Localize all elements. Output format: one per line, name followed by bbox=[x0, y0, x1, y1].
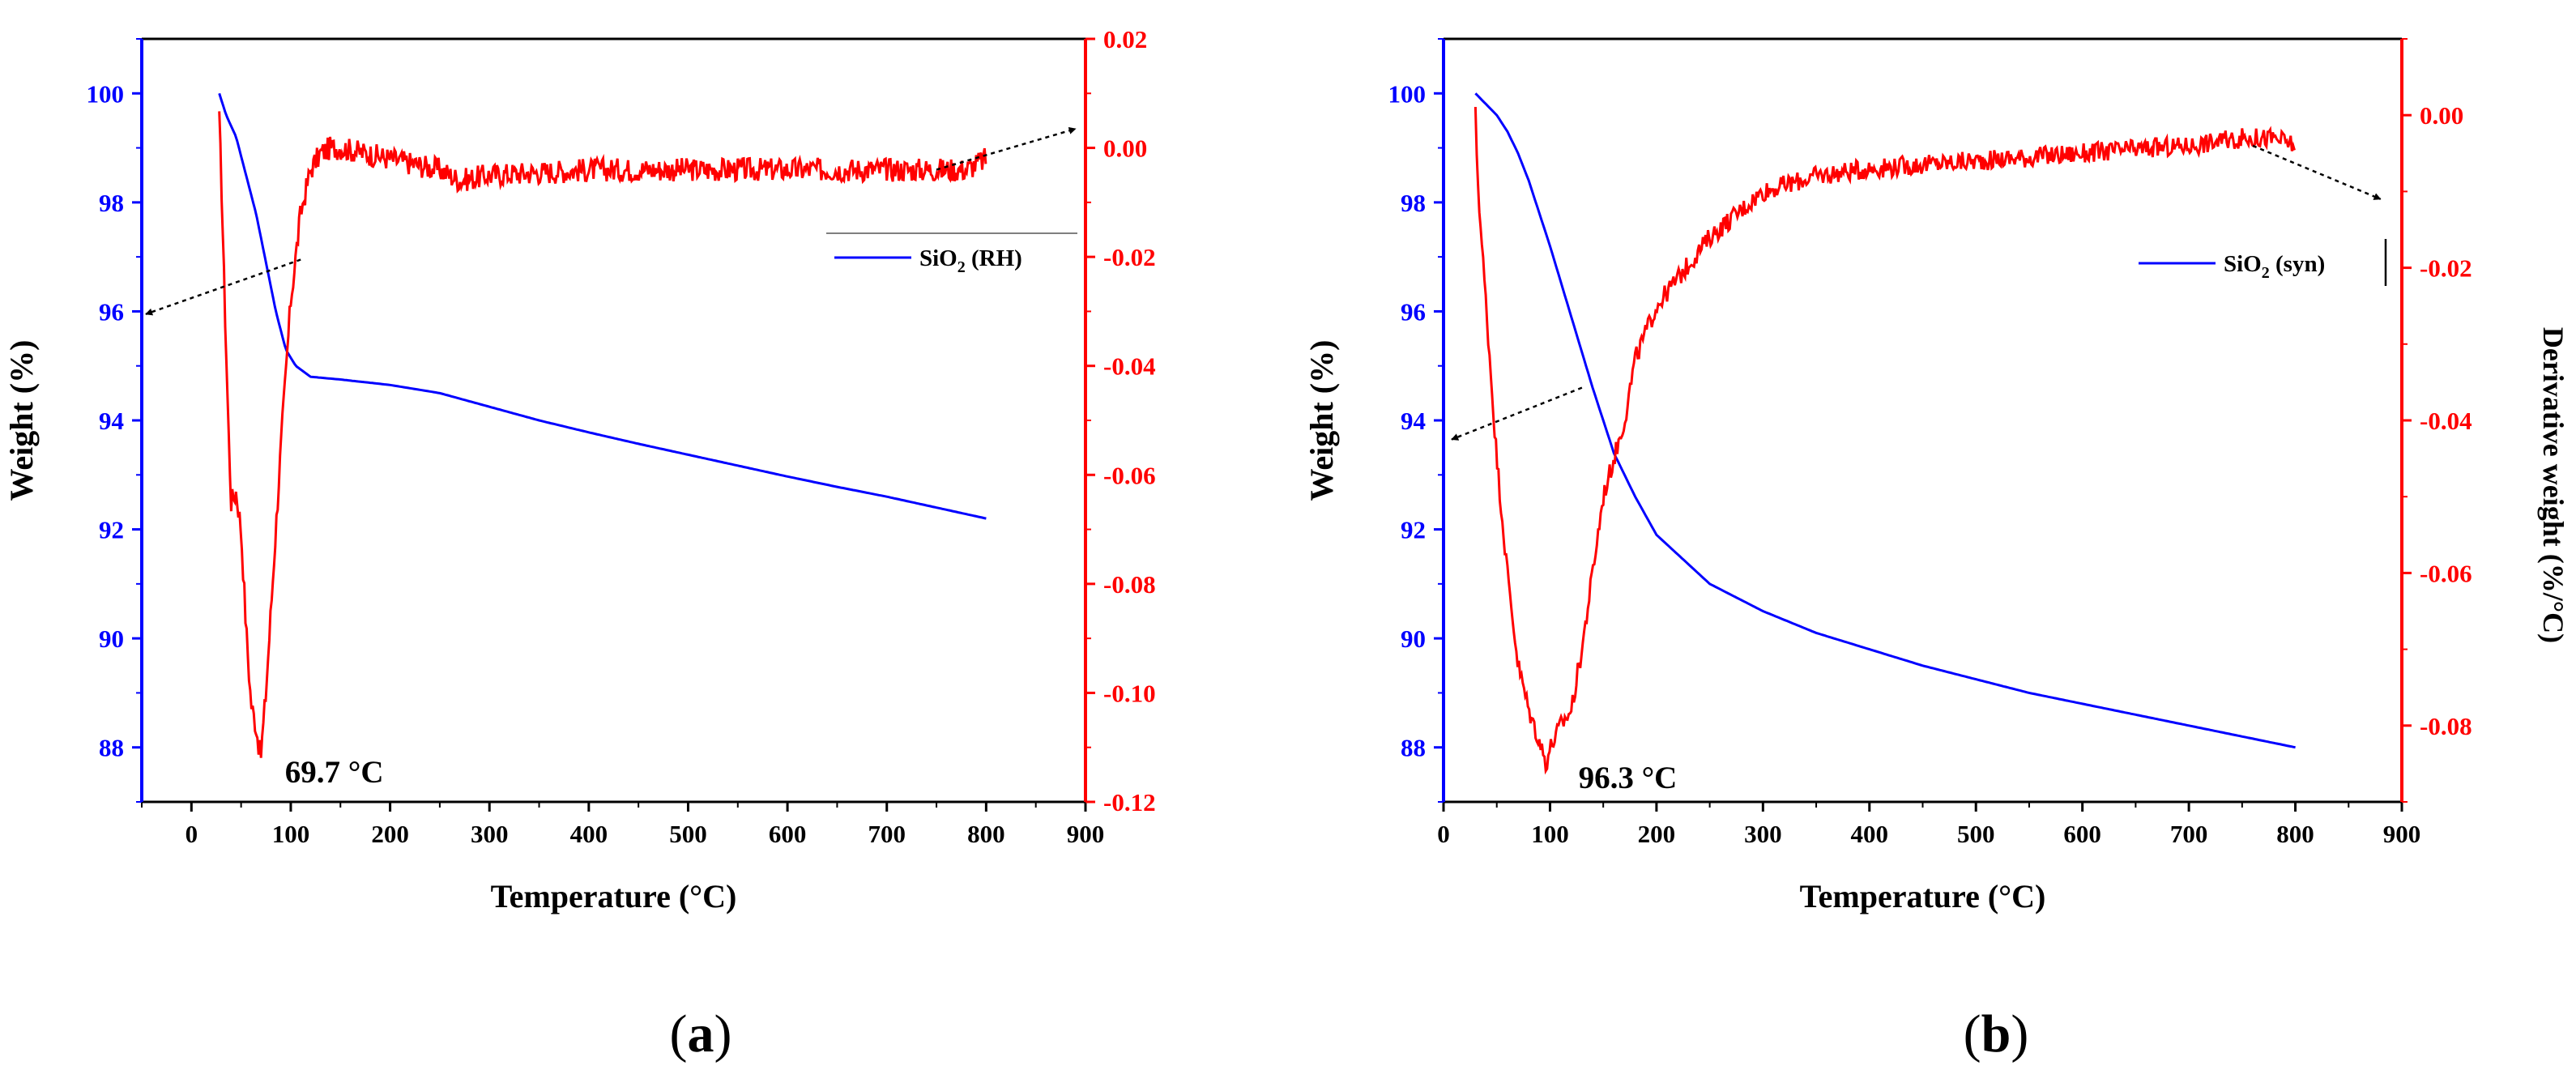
y-tick-label: 90 bbox=[1401, 624, 1426, 653]
x-axis-title: Temperature (°C) bbox=[491, 878, 737, 914]
x-tick-label: 900 bbox=[1067, 820, 1105, 848]
x-tick-label: 400 bbox=[570, 820, 608, 848]
y2-tick-label: -0.06 bbox=[1103, 461, 1156, 489]
x-tick-label: 900 bbox=[2383, 820, 2421, 848]
y-tick-label: 92 bbox=[99, 516, 124, 544]
panel-a: 0 100 200 300 400 500 600 700 800 900 88 90 92 94 96 98… bbox=[3, 25, 1156, 1064]
panel-label-close: ) bbox=[714, 1004, 732, 1064]
y-tick-label: 100 bbox=[1388, 79, 1427, 108]
y2-tick-label: -0.02 bbox=[1103, 243, 1156, 271]
panel-label-close: ) bbox=[2011, 1004, 2028, 1064]
panel-label: (a) bbox=[670, 1004, 732, 1064]
weight-axis-arrow bbox=[1451, 386, 1583, 441]
derivative-series-line bbox=[218, 111, 987, 758]
peak-temperature-label: 96.3 °C bbox=[1579, 761, 1678, 795]
y-tick-label: 92 bbox=[1401, 516, 1426, 544]
derivative-series-line bbox=[1474, 106, 2296, 775]
legend-label-rest: (syn) bbox=[2270, 251, 2325, 277]
y2-tick-label: -0.04 bbox=[1103, 352, 1156, 381]
legend-label-base: SiO bbox=[2224, 251, 2262, 277]
y2-tick-label: -0.02 bbox=[2420, 254, 2472, 283]
y2-tick-label: -0.04 bbox=[2420, 407, 2472, 435]
y-tick-label: 98 bbox=[99, 189, 124, 217]
x-tick-label: 0 bbox=[1437, 820, 1450, 848]
y2-tick-label: -0.08 bbox=[1103, 570, 1156, 599]
y2-tick-label: -0.06 bbox=[2420, 559, 2472, 587]
x-tick-label: 700 bbox=[2170, 820, 2208, 848]
panel-label-open: ( bbox=[670, 1004, 688, 1064]
x-tick-label: 300 bbox=[471, 820, 509, 848]
y-axis-title: Weight (%) bbox=[3, 340, 40, 501]
panel-label-open: ( bbox=[1964, 1004, 1981, 1064]
y2-tick-label: 0.00 bbox=[1103, 134, 1147, 163]
legend-label-subscript: 2 bbox=[2262, 264, 2270, 282]
y2-tick-label: -0.12 bbox=[1103, 788, 1156, 816]
y2-tick-label: -0.08 bbox=[2420, 712, 2472, 740]
x-tick-label: 0 bbox=[186, 820, 198, 848]
legend-label-subscript: 2 bbox=[957, 258, 966, 276]
y2-tick-label: 0.00 bbox=[2420, 101, 2463, 130]
legend-label: SiO2 (RH) bbox=[919, 245, 1022, 276]
x-tick-label: 200 bbox=[1638, 820, 1676, 848]
y-tick-label: 96 bbox=[99, 297, 124, 326]
x-tick-label: 800 bbox=[2276, 820, 2314, 848]
x-tick-label: 100 bbox=[272, 820, 310, 848]
panel-label-letter: b bbox=[1981, 1004, 2011, 1064]
panel-b: 0 100 200 300 400 500 600 700 800 900 88 90 92 94 96 98… bbox=[1303, 37, 2570, 1064]
y2-tick-label: -0.10 bbox=[1103, 679, 1156, 707]
y-tick-label: 90 bbox=[99, 624, 124, 653]
derivative-axis-arrow bbox=[2252, 144, 2382, 200]
legend-label-rest: (RH) bbox=[966, 245, 1022, 271]
x-tick-label: 200 bbox=[371, 820, 409, 848]
x-tick-label: 500 bbox=[1957, 820, 1995, 848]
y-tick-label: 88 bbox=[1401, 734, 1426, 762]
y-tick-label: 98 bbox=[1401, 189, 1426, 217]
y2-tick-label: 0.02 bbox=[1103, 25, 1147, 53]
x-tick-label: 400 bbox=[1851, 820, 1889, 848]
panel-label-letter: a bbox=[688, 1004, 714, 1064]
weight-series-line bbox=[218, 92, 987, 520]
x-tick-label: 700 bbox=[868, 820, 906, 848]
legend-label-base: SiO bbox=[919, 245, 957, 271]
y2-axis-title: Derivative weight (%/°C) bbox=[2537, 327, 2570, 643]
x-tick-label: 300 bbox=[1744, 820, 1782, 848]
x-tick-label: 100 bbox=[1531, 820, 1569, 848]
weight-axis-arrow bbox=[145, 258, 301, 316]
panel-label: (b) bbox=[1964, 1004, 2029, 1064]
y-tick-label: 94 bbox=[99, 407, 124, 435]
peak-temperature-label: 69.7 °C bbox=[285, 755, 384, 790]
x-tick-label: 500 bbox=[669, 820, 707, 848]
y-tick-label: 100 bbox=[87, 79, 125, 108]
derivative-axis-arrow bbox=[936, 126, 1077, 171]
y-tick-label: 88 bbox=[99, 734, 124, 762]
legend-label: SiO2 (syn) bbox=[2224, 251, 2325, 282]
x-tick-label: 600 bbox=[2063, 820, 2101, 848]
y-axis-title: Weight (%) bbox=[1303, 340, 1340, 501]
x-tick-label: 600 bbox=[769, 820, 807, 848]
y-tick-label: 96 bbox=[1401, 297, 1426, 326]
x-axis-title: Temperature (°C) bbox=[1800, 878, 2046, 914]
y-tick-label: 94 bbox=[1401, 407, 1426, 435]
x-tick-label: 800 bbox=[967, 820, 1005, 848]
weight-series-line bbox=[1474, 92, 2296, 749]
